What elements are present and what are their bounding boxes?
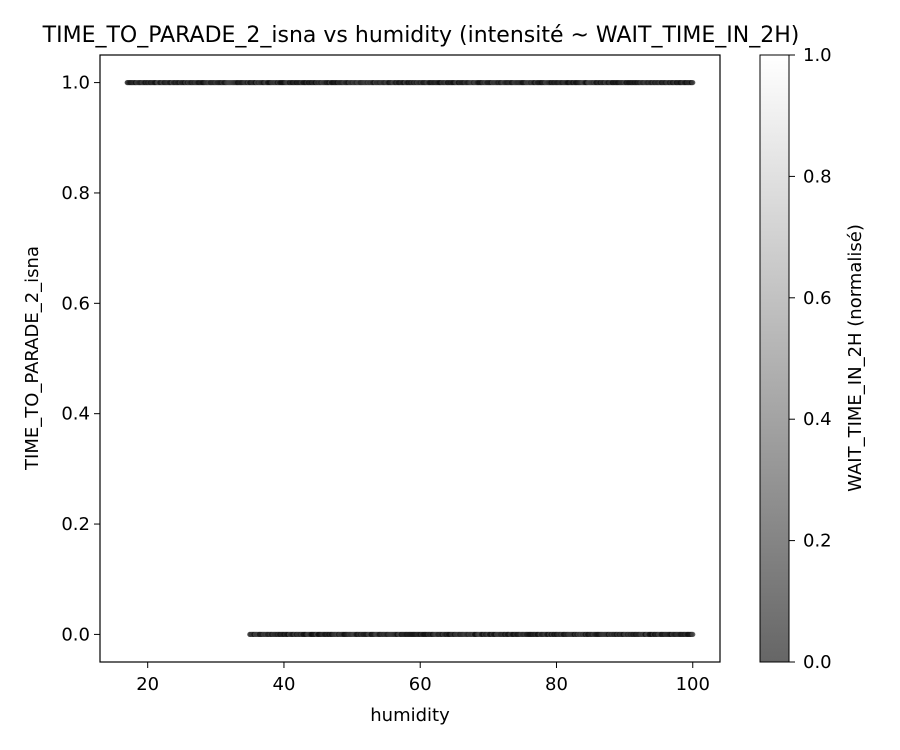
colorbar-ticks: 0.0 0.2 0.4 0.6 0.8 1.0	[789, 45, 832, 673]
y-tick-label: 0.0	[61, 624, 90, 645]
x-tick-label: 100	[676, 674, 710, 695]
data-point	[690, 631, 696, 638]
y-tick-label: 0.2	[61, 514, 90, 535]
x-tick-label: 60	[409, 674, 432, 695]
x-ticks: 20 40 60 80 100	[136, 662, 710, 695]
x-tick-label: 20	[136, 674, 159, 695]
colorbar-tick-label: 1.0	[803, 45, 832, 66]
plot-area: 20 40 60 80 100 0.0 0.2 0.4 0.6 0.8 1.0	[61, 54, 721, 695]
colorbar-gradient	[759, 54, 790, 663]
colorbar-tick-label: 0.4	[803, 409, 832, 430]
colorbar: 0.0 0.2 0.4 0.6 0.8 1.0 WAIT_TIME_IN_2H (norm…	[759, 45, 866, 673]
colorbar-tick-label: 0.2	[803, 531, 832, 552]
y-ticks: 0.0 0.2 0.4 0.6 0.8 1.0	[61, 73, 100, 645]
series-0	[124, 79, 696, 86]
data-point	[690, 79, 696, 86]
x-tick-label: 40	[273, 674, 296, 695]
colorbar-tick-label: 0.6	[803, 288, 832, 309]
y-tick-label: 1.0	[61, 73, 90, 94]
chart-title: TIME_TO_PARADE_2_isna vs humidity (inten…	[42, 23, 800, 48]
y-tick-label: 0.4	[61, 404, 90, 425]
x-axis-label: humidity	[370, 705, 450, 726]
plot-frame	[99, 54, 721, 663]
y-axis-label: TIME_TO_PARADE_2_isna	[22, 246, 43, 471]
y-tick-label: 0.8	[61, 183, 90, 204]
colorbar-tick-label: 0.8	[803, 166, 832, 187]
x-tick-label: 80	[545, 674, 568, 695]
series-1	[247, 631, 696, 638]
colorbar-label: WAIT_TIME_IN_2H (normalisé)	[845, 224, 866, 492]
y-tick-label: 0.6	[61, 293, 90, 314]
colorbar-tick-label: 0.0	[803, 652, 832, 673]
data-points	[124, 79, 696, 638]
